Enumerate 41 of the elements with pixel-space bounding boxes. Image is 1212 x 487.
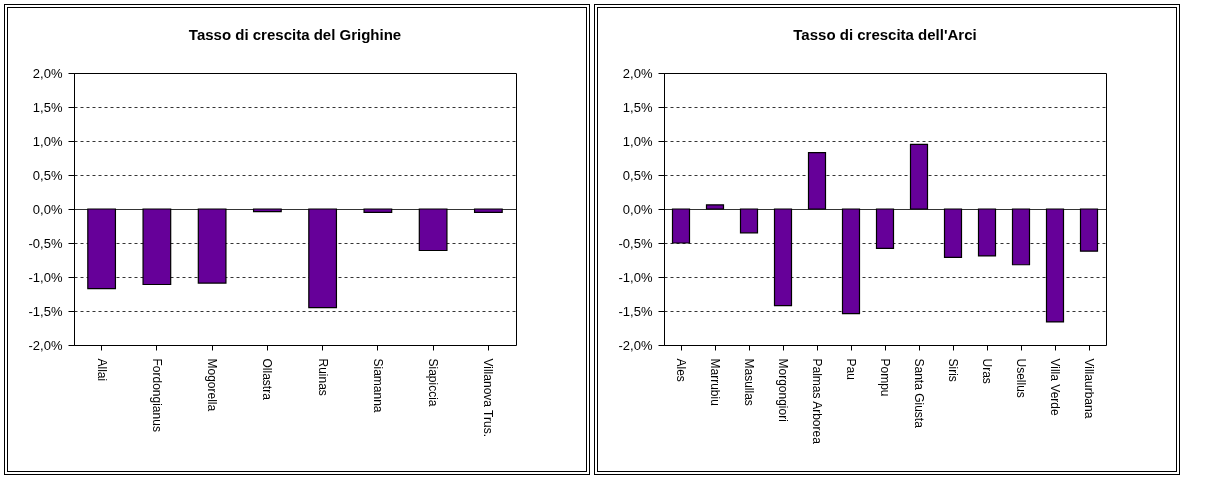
y-tick-label: -1,5% bbox=[28, 303, 63, 319]
y-tick-label: 2,0% bbox=[622, 65, 653, 81]
x-tick-label: Ollastra bbox=[260, 358, 275, 401]
y-tick-label: 1,5% bbox=[32, 99, 63, 115]
y-tick-label: 2,0% bbox=[32, 65, 63, 81]
x-tick-label: Siapiccia bbox=[426, 358, 441, 407]
x-tick-label: Morgongiori bbox=[776, 358, 790, 422]
y-tick-label: 0,0% bbox=[622, 201, 653, 217]
y-tick-label: -0,5% bbox=[28, 235, 63, 251]
x-tick-label: Ruinas bbox=[315, 358, 330, 396]
chart-title: Tasso di crescita del Grighine bbox=[188, 26, 402, 43]
y-tick-label: -2,0% bbox=[28, 337, 63, 353]
x-tick-label: Uras bbox=[980, 358, 994, 384]
x-tick-label: Siris bbox=[946, 358, 960, 382]
x-tick-label: Pau bbox=[844, 358, 858, 380]
x-tick-label: Pompu bbox=[878, 358, 892, 397]
y-tick-label: 0,5% bbox=[32, 167, 63, 183]
chart-title: Tasso di crescita dell'Arci bbox=[793, 26, 977, 43]
y-tick-label: 1,0% bbox=[622, 133, 653, 149]
x-tick-label: Mogorella bbox=[205, 358, 220, 412]
x-tick-label: Villaurbana bbox=[1082, 358, 1096, 419]
y-tick-label: -1,0% bbox=[28, 269, 63, 285]
y-tick-label: 1,0% bbox=[32, 133, 63, 149]
y-tick-label: 0,0% bbox=[32, 201, 63, 217]
x-tick-label: Marrubiu bbox=[708, 358, 722, 406]
x-tick-label: Villa Verde bbox=[1048, 358, 1062, 416]
x-tick-label: Ales bbox=[674, 358, 688, 382]
y-tick-label: 1,5% bbox=[622, 99, 653, 115]
y-tick-label: -0,5% bbox=[618, 235, 653, 251]
x-tick-label: Santa Giusta bbox=[912, 358, 926, 429]
x-tick-label: Usellus bbox=[1014, 358, 1028, 398]
x-tick-label: Villanova Trus. bbox=[481, 358, 496, 437]
y-tick-label: -2,0% bbox=[618, 337, 653, 353]
y-tick-label: 0,5% bbox=[622, 167, 653, 183]
x-tick-label: Siamanna bbox=[370, 358, 385, 413]
x-tick-label: Masullas bbox=[742, 358, 756, 406]
x-tick-label: Fordongianus bbox=[149, 358, 164, 432]
x-tick-label: Palmas Arborea bbox=[810, 358, 824, 445]
x-tick-label: Allai bbox=[94, 358, 109, 382]
y-tick-label: -1,5% bbox=[618, 303, 653, 319]
y-tick-label: -1,0% bbox=[618, 269, 653, 285]
